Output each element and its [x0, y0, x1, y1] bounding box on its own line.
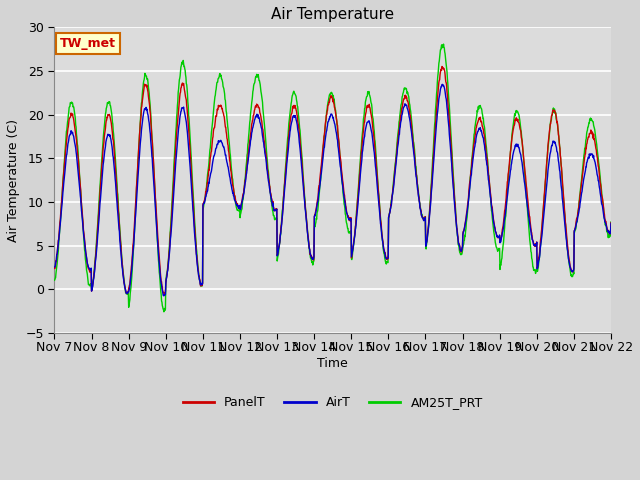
- X-axis label: Time: Time: [317, 357, 348, 370]
- Title: Air Temperature: Air Temperature: [271, 7, 394, 22]
- Y-axis label: Air Temperature (C): Air Temperature (C): [7, 119, 20, 241]
- Legend: PanelT, AirT, AM25T_PRT: PanelT, AirT, AM25T_PRT: [178, 391, 488, 414]
- Text: TW_met: TW_met: [60, 37, 116, 50]
